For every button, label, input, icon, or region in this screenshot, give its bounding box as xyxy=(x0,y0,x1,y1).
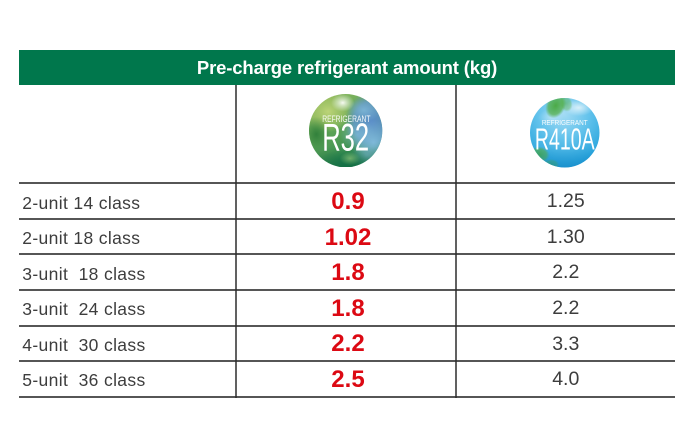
svg-text:REFRIGERANT: REFRIGERANT xyxy=(542,118,588,127)
svg-text:REFRIGERANT: REFRIGERANT xyxy=(323,114,372,124)
svg-text:R32: R32 xyxy=(323,116,370,159)
svg-text:R410A: R410A xyxy=(535,123,595,157)
